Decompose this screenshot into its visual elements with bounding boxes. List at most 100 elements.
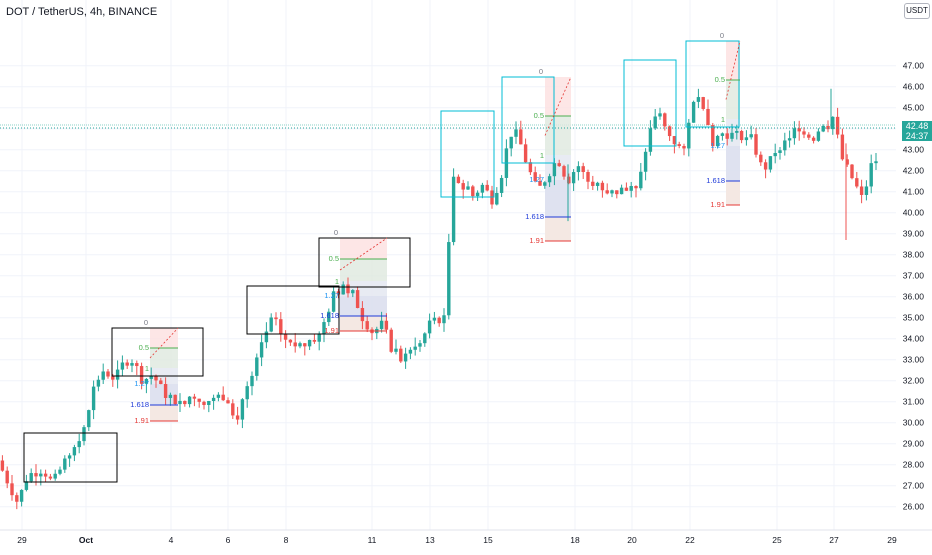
range-box[interactable]: [318, 237, 411, 288]
candle-body[interactable]: [523, 144, 528, 163]
candle-body[interactable]: [293, 342, 297, 347]
candle-body[interactable]: [135, 363, 139, 367]
candle-body[interactable]: [672, 136, 677, 145]
candle-body[interactable]: [307, 339, 312, 347]
candle-body[interactable]: [639, 171, 643, 189]
candle-body[interactable]: [379, 320, 384, 329]
candle-body[interactable]: [768, 156, 773, 170]
candle-body[interactable]: [624, 187, 629, 191]
candle-body[interactable]: [783, 140, 787, 151]
candle-body[interactable]: [687, 122, 691, 149]
candle-body[interactable]: [269, 317, 273, 332]
candle-body[interactable]: [29, 473, 33, 482]
candle-body[interactable]: [283, 334, 288, 340]
candle-body[interactable]: [547, 176, 552, 183]
candle-body[interactable]: [163, 384, 168, 398]
candle-body[interactable]: [586, 172, 590, 182]
candle-body[interactable]: [327, 311, 331, 323]
candle-body[interactable]: [408, 349, 413, 354]
candle-body[interactable]: [711, 125, 715, 147]
candle-body[interactable]: [154, 375, 158, 381]
candle-body[interactable]: [845, 159, 849, 165]
candle-body[interactable]: [48, 476, 53, 479]
price-axis[interactable]: 26.00 27.00 28.00 29.00 30.00 31.00 32.00 33.00…: [896, 0, 932, 530]
candle-body[interactable]: [739, 130, 744, 141]
candle-body[interactable]: [202, 401, 206, 405]
candle-body[interactable]: [322, 322, 326, 335]
candle-body[interactable]: [255, 357, 259, 376]
candle-body[interactable]: [240, 399, 245, 420]
candle-body[interactable]: [437, 317, 441, 324]
candle-body[interactable]: [821, 125, 825, 132]
candle-body[interactable]: [231, 403, 235, 416]
candle-body[interactable]: [101, 371, 105, 380]
candle-body[interactable]: [509, 136, 513, 149]
candle-body[interactable]: [178, 400, 182, 405]
candle-body[interactable]: [581, 166, 585, 173]
candle-body[interactable]: [288, 339, 293, 343]
candle-body[interactable]: [87, 410, 91, 428]
candle-body[interactable]: [495, 192, 499, 205]
candle-body[interactable]: [394, 348, 398, 352]
candle-body[interactable]: [471, 186, 475, 197]
candle-body[interactable]: [519, 129, 523, 145]
candle-body[interactable]: [423, 333, 427, 344]
candle-body[interactable]: [802, 131, 806, 135]
candle-body[interactable]: [653, 116, 657, 129]
candle-body[interactable]: [533, 172, 537, 181]
candle-body[interactable]: [591, 181, 595, 186]
candle-body[interactable]: [792, 128, 797, 139]
time-axis[interactable]: 29 Oct 4 6 8 11 13 15 18 20 22 25 27 29: [0, 529, 932, 545]
candle-body[interactable]: [514, 129, 518, 137]
candle-body[interactable]: [648, 128, 653, 152]
range-box[interactable]: [111, 327, 204, 377]
candle-body[interactable]: [403, 353, 408, 362]
candle-body[interactable]: [298, 343, 302, 347]
candle-body[interactable]: [130, 363, 134, 366]
candle-body[interactable]: [221, 394, 225, 401]
candle-body[interactable]: [77, 441, 81, 448]
candle-body[interactable]: [211, 397, 216, 401]
candle-body[interactable]: [667, 126, 672, 137]
candle-body[interactable]: [216, 394, 221, 398]
candle-body[interactable]: [701, 97, 705, 109]
candle-body[interactable]: [557, 163, 561, 167]
candle-body[interactable]: [168, 394, 173, 398]
candle-body[interactable]: [706, 108, 710, 126]
candle-body[interactable]: [696, 97, 701, 102]
candle-body[interactable]: [461, 183, 465, 190]
candle-body[interactable]: [351, 290, 355, 294]
candle-body[interactable]: [773, 152, 777, 157]
candle-body[interactable]: [778, 150, 782, 153]
candle-body[interactable]: [663, 113, 667, 127]
candle-body[interactable]: [384, 320, 389, 330]
candle-body[interactable]: [571, 172, 576, 184]
candle-body[interactable]: [615, 190, 619, 195]
candle-body[interactable]: [864, 186, 869, 195]
candle-body[interactable]: [442, 315, 446, 324]
candle-body[interactable]: [82, 427, 86, 442]
candle-body[interactable]: [787, 138, 792, 141]
candle-body[interactable]: [447, 242, 451, 316]
candle-body[interactable]: [567, 176, 571, 184]
candle-body[interactable]: [15, 495, 19, 502]
candle-body[interactable]: [610, 190, 614, 194]
candle-body[interactable]: [139, 366, 144, 384]
range-box[interactable]: [623, 59, 677, 147]
candle-body[interactable]: [149, 375, 153, 379]
candle-body[interactable]: [43, 473, 48, 477]
candle-body[interactable]: [720, 133, 725, 136]
candle-body[interactable]: [595, 182, 600, 186]
candle-body[interactable]: [480, 184, 485, 193]
candle-body[interactable]: [538, 180, 542, 186]
candle-body[interactable]: [552, 163, 557, 177]
candle-body[interactable]: [67, 455, 72, 459]
candle-body[interactable]: [250, 375, 254, 387]
candle-body[interactable]: [389, 329, 393, 352]
candle-body[interactable]: [53, 473, 57, 479]
candle-body[interactable]: [749, 134, 753, 138]
range-box[interactable]: [246, 285, 340, 335]
candle-body[interactable]: [399, 348, 403, 362]
candle-body[interactable]: [859, 186, 864, 195]
